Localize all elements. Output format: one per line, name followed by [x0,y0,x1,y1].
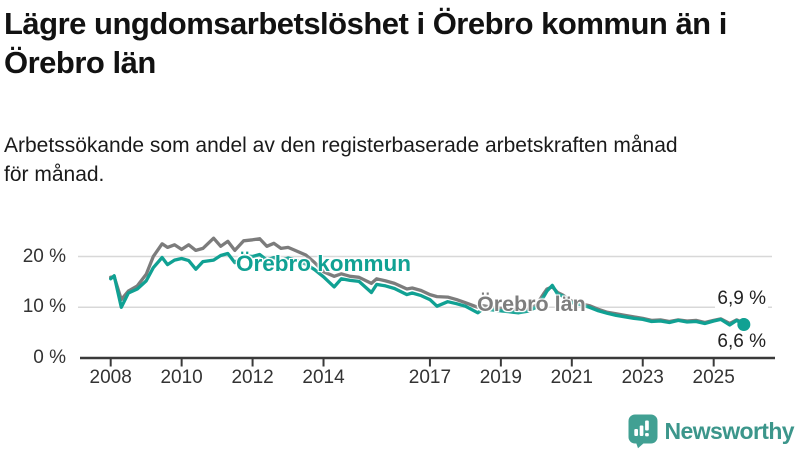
subtitle-line-2: för månad. [4,163,105,186]
chart-headline: Lägre ungdomsarbetslöshet i Örebro kommu… [4,4,796,82]
end-dot-kommun [737,318,751,332]
x-axis-label-2019: 2019 [479,367,522,388]
end-value-lan: 6,9 % [715,288,768,310]
x-axis-label-2025: 2025 [692,367,735,388]
x-axis-label-2012: 2012 [231,367,274,388]
x-axis-label-2021: 2021 [550,367,593,388]
x-axis-label-2023: 2023 [621,367,664,388]
subtitle-line-1: Arbetssökande som andel av den registerb… [4,134,678,157]
series-line-lan [109,236,746,326]
x-axis-label-2010: 2010 [160,367,203,388]
newsworthy-chart-bubble-icon [628,414,658,448]
headline-line-2: Örebro län [4,45,156,80]
x-axis-label-2014: 2014 [302,367,345,388]
end-value-kommun: 6,6 % [715,331,768,353]
y-axis-label-10: 10 % [22,296,66,318]
newsworthy-logo: Newsworthy [628,413,795,449]
series-line-kommun [109,251,746,327]
headline-line-1: Lägre ungdomsarbetslöshet i Örebro kommu… [4,6,727,41]
series-label-orebro-kommun: Örebro kommun [236,251,412,276]
series-label-orebro-lan: Örebro län [477,292,586,316]
chart-subtitle: Arbetssökande som andel av den registerb… [4,131,774,189]
x-axis-label-2008: 2008 [89,367,132,388]
y-axis-label-0: 0 % [33,347,66,368]
y-axis-label-20: 20 % [22,245,66,267]
x-axis-label-2017: 2017 [408,367,452,388]
newsworthy-wordmark: Newsworthy [664,418,795,444]
